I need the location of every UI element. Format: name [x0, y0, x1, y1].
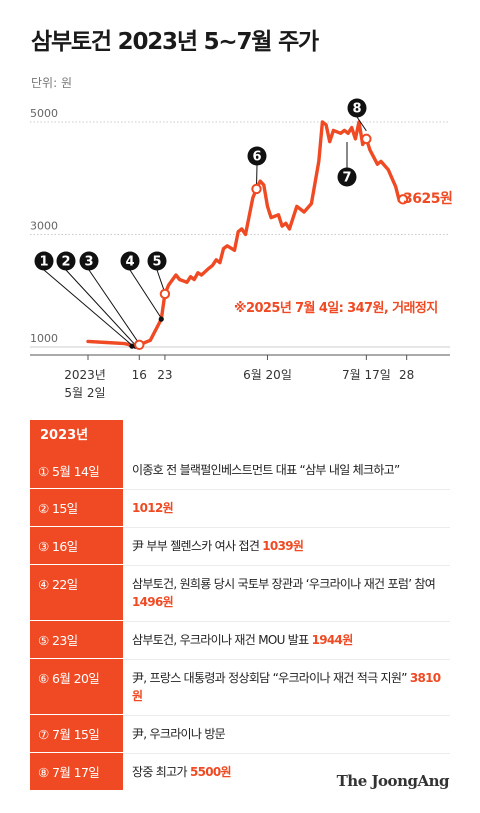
- y-tick-label: 1000: [30, 332, 58, 345]
- marker-number: 3: [84, 255, 93, 270]
- marker-leader-line: [129, 269, 162, 319]
- marker-number: 4: [125, 255, 134, 270]
- timeline-text-cell: 이종호 전 블랙펄인베스트먼트 대표 “삼부 내일 체크하고”: [123, 452, 450, 488]
- marker-badge: [120, 251, 140, 271]
- marker-number: 7: [342, 171, 351, 186]
- marker-leader-line: [356, 116, 367, 132]
- timeline-row: ④ 22일 삼부토건, 원희룡 당시 국토부 장관과 ‘우크라이나 재건 포럼’…: [30, 564, 450, 620]
- timeline-text-cell: 삼부토건, 우크라이나 재건 MOU 발표 1944원: [123, 621, 450, 658]
- y-tick-label: 5000: [30, 107, 58, 120]
- last-value-label: 3625원: [403, 191, 452, 207]
- timeline-date: ⑤ 23일: [30, 621, 123, 658]
- chart-title: 삼부토건 2023년 5~7월 주가: [31, 29, 319, 55]
- timeline-row: ⑤ 23일 삼부토건, 우크라이나 재건 MOU 발표 1944원: [30, 620, 450, 658]
- timeline-date: ⑦ 7월 15일: [30, 715, 123, 752]
- marker-point: [159, 288, 171, 300]
- timeline-event: 장중 최고가: [132, 765, 190, 779]
- timeline-date: ② 15일: [30, 489, 123, 526]
- marker-leader-line: [43, 269, 133, 346]
- timeline-text-cell: 尹, 우크라이나 방문: [123, 715, 450, 752]
- timeline-event: 尹 부부 젤렌스카 여사 접견: [132, 539, 263, 553]
- x-tick-label: 6월 20일: [243, 368, 292, 382]
- marker-point: [134, 339, 145, 351]
- timeline-event: 尹, 프랑스 대통령과 정상회담 “우크라이나 재건 적극 지원”: [132, 671, 410, 685]
- x-tick-label: 28: [399, 368, 414, 382]
- timeline-row: ⑧ 7월 17일 장중 최고가 5500원: [30, 752, 450, 790]
- timeline-row: ① 5월 14일 이종호 전 블랙펄인베스트먼트 대표 “삼부 내일 체크하고”: [30, 452, 450, 488]
- timeline-event: 이종호 전 블랙펄인베스트먼트 대표 “삼부 내일 체크하고”: [132, 463, 400, 477]
- marker-number: 2: [61, 255, 70, 270]
- x-tick-label: 2023년: [64, 368, 106, 382]
- marker-number: 6: [252, 150, 261, 165]
- timeline-date: ① 5월 14일: [30, 452, 123, 488]
- timeline-date: ④ 22일: [30, 565, 123, 620]
- timeline-text-cell: 尹 부부 젤렌스카 여사 접견 1039원: [123, 527, 450, 564]
- timeline-event: 삼부토건, 원희룡 당시 국토부 장관과 ‘우크라이나 재건 포럼’ 참여: [132, 577, 436, 591]
- marker-badge: [56, 251, 76, 271]
- marker-leader-line: [88, 269, 140, 345]
- timeline-text-cell: 삼부토건, 원희룡 당시 국토부 장관과 ‘우크라이나 재건 포럼’ 참여 14…: [123, 565, 450, 620]
- marker-badge: [247, 146, 267, 166]
- timeline-price: 1012원: [132, 501, 174, 515]
- y-tick-label: 3000: [30, 220, 58, 233]
- marker-point: [129, 343, 135, 349]
- timeline-date: ⑥ 6월 20일: [30, 659, 123, 714]
- marker-badge: [337, 167, 357, 187]
- timeline-row: ⑥ 6월 20일 尹, 프랑스 대통령과 정상회담 “우크라이나 재건 적극 지…: [30, 658, 450, 714]
- x-tick-label: 5월 2일: [64, 386, 105, 400]
- timeline-price: 1496원: [132, 595, 174, 609]
- timeline-date: ③ 16일: [30, 527, 123, 564]
- timeline-event: 尹, 우크라이나 방문: [132, 727, 226, 741]
- timeline-text-cell: 尹, 프랑스 대통령과 정상회담 “우크라이나 재건 적극 지원” 3810원: [123, 659, 450, 714]
- marker-badge: [79, 251, 99, 271]
- marker-point: [361, 133, 372, 145]
- timeline-date: ⑧ 7월 17일: [30, 753, 123, 790]
- marker-badge: [34, 251, 54, 271]
- marker-number: 8: [352, 102, 361, 117]
- marker-number: 5: [152, 255, 161, 270]
- timeline-text-cell: 장중 최고가 5500원: [123, 753, 450, 790]
- note-label: ※2025년 7월 4일: 347원, 거래정지: [234, 300, 438, 316]
- timeline-event: 삼부토건, 우크라이나 재건 MOU 발표: [132, 633, 312, 647]
- marker-number: 1: [39, 255, 48, 270]
- timeline-text-cell: 1012원: [123, 489, 450, 526]
- timeline-price: 1039원: [262, 539, 304, 553]
- last-point: [397, 194, 409, 205]
- timeline-year-header: 2023년: [30, 420, 123, 452]
- x-tick-label: 7월 17일: [342, 368, 391, 382]
- timeline-price: 1944원: [311, 633, 354, 647]
- x-tick-label: 16: [132, 368, 147, 382]
- timeline-row: ⑦ 7월 15일 尹, 우크라이나 방문: [30, 714, 450, 752]
- price-line: [86, 120, 405, 349]
- marker-point: [158, 316, 164, 322]
- timeline-table: ① 5월 14일 이종호 전 블랙펄인베스트먼트 대표 “삼부 내일 체크하고”…: [30, 452, 450, 790]
- marker-badge: [147, 251, 167, 271]
- timeline-price: 5500원: [189, 765, 232, 779]
- timeline-price: 3810원: [132, 671, 441, 703]
- brand-logo-text: The JoongAng: [336, 772, 450, 790]
- marker-leader-line: [65, 269, 136, 346]
- marker-point: [251, 183, 262, 195]
- marker-badge: [347, 98, 367, 118]
- x-tick-label: 23: [157, 368, 172, 382]
- timeline-row: ② 15일 1012원: [30, 488, 450, 526]
- unit-label: 단위: 원: [31, 76, 72, 90]
- timeline-row: ③ 16일 尹 부부 젤렌스카 여사 접견 1039원: [30, 526, 450, 564]
